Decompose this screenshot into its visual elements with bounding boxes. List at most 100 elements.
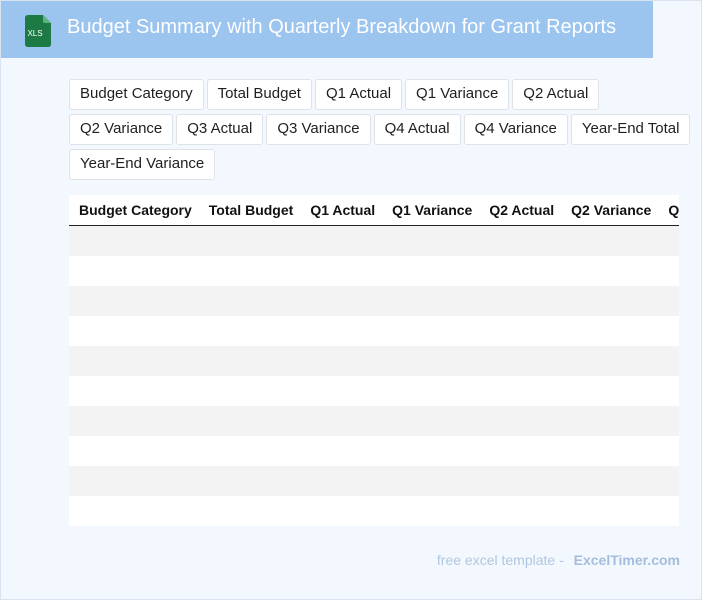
table-cell[interactable]: [198, 316, 301, 346]
table-cell[interactable]: [479, 225, 562, 256]
table-cell[interactable]: [479, 316, 562, 346]
table-cell[interactable]: [561, 256, 659, 286]
table-cell[interactable]: [561, 376, 659, 406]
table-cell[interactable]: [198, 496, 301, 526]
header-total-budget[interactable]: Total Budget: [198, 195, 301, 226]
table-cell[interactable]: [382, 286, 480, 316]
table-cell[interactable]: [300, 286, 383, 316]
header-q1-actual[interactable]: Q1 Actual: [300, 195, 383, 226]
table-cell[interactable]: [561, 466, 659, 496]
table-cell[interactable]: [198, 406, 301, 436]
column-chip[interactable]: Q2 Actual: [512, 79, 600, 110]
column-chip[interactable]: Q1 Variance: [405, 79, 510, 110]
table-cell[interactable]: [300, 256, 383, 286]
table-cell[interactable]: [69, 225, 199, 256]
table-cell[interactable]: [479, 436, 562, 466]
table-cell[interactable]: [382, 316, 480, 346]
table-row: [69, 286, 679, 316]
column-chip[interactable]: Budget Category: [69, 79, 204, 110]
table-row: [69, 496, 679, 526]
table-cell[interactable]: [479, 376, 562, 406]
table-cell[interactable]: [561, 436, 659, 466]
table-cell[interactable]: [300, 466, 383, 496]
table-cell[interactable]: [658, 496, 679, 526]
header-q1-variance[interactable]: Q1 Variance: [382, 195, 480, 226]
table-cell[interactable]: [658, 316, 679, 346]
table-cell[interactable]: [658, 346, 679, 376]
table-cell[interactable]: [198, 256, 301, 286]
column-chip[interactable]: Q4 Variance: [463, 114, 568, 145]
table-cell[interactable]: [479, 256, 562, 286]
table-cell[interactable]: [198, 225, 301, 256]
table-cell[interactable]: [69, 316, 199, 346]
table-cell[interactable]: [382, 406, 480, 436]
table-cell[interactable]: [382, 466, 480, 496]
table-cell[interactable]: [382, 376, 480, 406]
table-cell[interactable]: [658, 436, 679, 466]
column-chip[interactable]: Q3 Actual: [176, 114, 264, 145]
table-cell[interactable]: [300, 376, 383, 406]
table-cell[interactable]: [69, 376, 199, 406]
table-cell[interactable]: [382, 225, 480, 256]
table-row: [69, 256, 679, 286]
table-cell[interactable]: [658, 406, 679, 436]
table-cell[interactable]: [300, 346, 383, 376]
table-cell[interactable]: [479, 346, 562, 376]
table-cell[interactable]: [658, 256, 679, 286]
header-q3-actual[interactable]: Q3 Actual: [658, 195, 679, 226]
table-cell[interactable]: [479, 286, 562, 316]
table-cell[interactable]: [561, 286, 659, 316]
table-cell[interactable]: [69, 466, 199, 496]
table-cell[interactable]: [69, 256, 199, 286]
title-bar: XLS Budget Summary with Quarterly Breakd…: [1, 1, 653, 58]
table-cell[interactable]: [561, 496, 659, 526]
table-row: [69, 346, 679, 376]
table-cell[interactable]: [69, 406, 199, 436]
table-cell[interactable]: [658, 286, 679, 316]
header-q2-actual[interactable]: Q2 Actual: [479, 195, 562, 226]
column-chip[interactable]: Year-End Total: [570, 114, 691, 145]
table-cell[interactable]: [300, 436, 383, 466]
table-cell[interactable]: [658, 466, 679, 496]
column-chip[interactable]: Q4 Actual: [373, 114, 461, 145]
column-chip[interactable]: Q3 Variance: [266, 114, 371, 145]
column-chip[interactable]: Total Budget: [206, 79, 312, 110]
footer-brand-link[interactable]: ExcelTimer.com: [573, 552, 680, 568]
table-cell[interactable]: [561, 406, 659, 436]
table-cell[interactable]: [300, 225, 383, 256]
table-cell[interactable]: [198, 376, 301, 406]
budget-table: Budget Category Total Budget Q1 Actual Q…: [69, 195, 679, 526]
table-row: [69, 466, 679, 496]
table-cell[interactable]: [479, 406, 562, 436]
header-q2-variance[interactable]: Q2 Variance: [561, 195, 659, 226]
table-cell[interactable]: [198, 346, 301, 376]
table-cell[interactable]: [300, 316, 383, 346]
table-cell[interactable]: [69, 346, 199, 376]
column-chip-list: Budget Category Total Budget Q1 Actual Q1 V…: [69, 79, 702, 180]
table-cell[interactable]: [198, 436, 301, 466]
table-row: [69, 225, 679, 256]
table-cell[interactable]: [382, 436, 480, 466]
table-cell[interactable]: [300, 406, 383, 436]
column-chip[interactable]: Q2 Variance: [69, 114, 174, 145]
table-cell[interactable]: [561, 225, 659, 256]
table-cell[interactable]: [300, 496, 383, 526]
table-cell[interactable]: [561, 346, 659, 376]
table-cell[interactable]: [658, 376, 679, 406]
header-budget-category[interactable]: Budget Category: [69, 195, 199, 226]
table-cell[interactable]: [658, 225, 679, 256]
table-cell[interactable]: [69, 436, 199, 466]
column-chip[interactable]: Q1 Actual: [314, 79, 403, 110]
table-cell[interactable]: [382, 256, 480, 286]
table-cell[interactable]: [382, 496, 480, 526]
table-cell[interactable]: [198, 466, 301, 496]
table-cell[interactable]: [479, 466, 562, 496]
table-cell[interactable]: [561, 316, 659, 346]
table-cell[interactable]: [69, 496, 199, 526]
table-cell[interactable]: [479, 496, 562, 526]
table-cell[interactable]: [69, 286, 199, 316]
table-cell[interactable]: [198, 286, 301, 316]
table-cell[interactable]: [382, 346, 480, 376]
column-chip[interactable]: Year-End Variance: [69, 149, 216, 180]
budget-table-container[interactable]: Budget Category Total Budget Q1 Actual Q…: [69, 195, 679, 526]
